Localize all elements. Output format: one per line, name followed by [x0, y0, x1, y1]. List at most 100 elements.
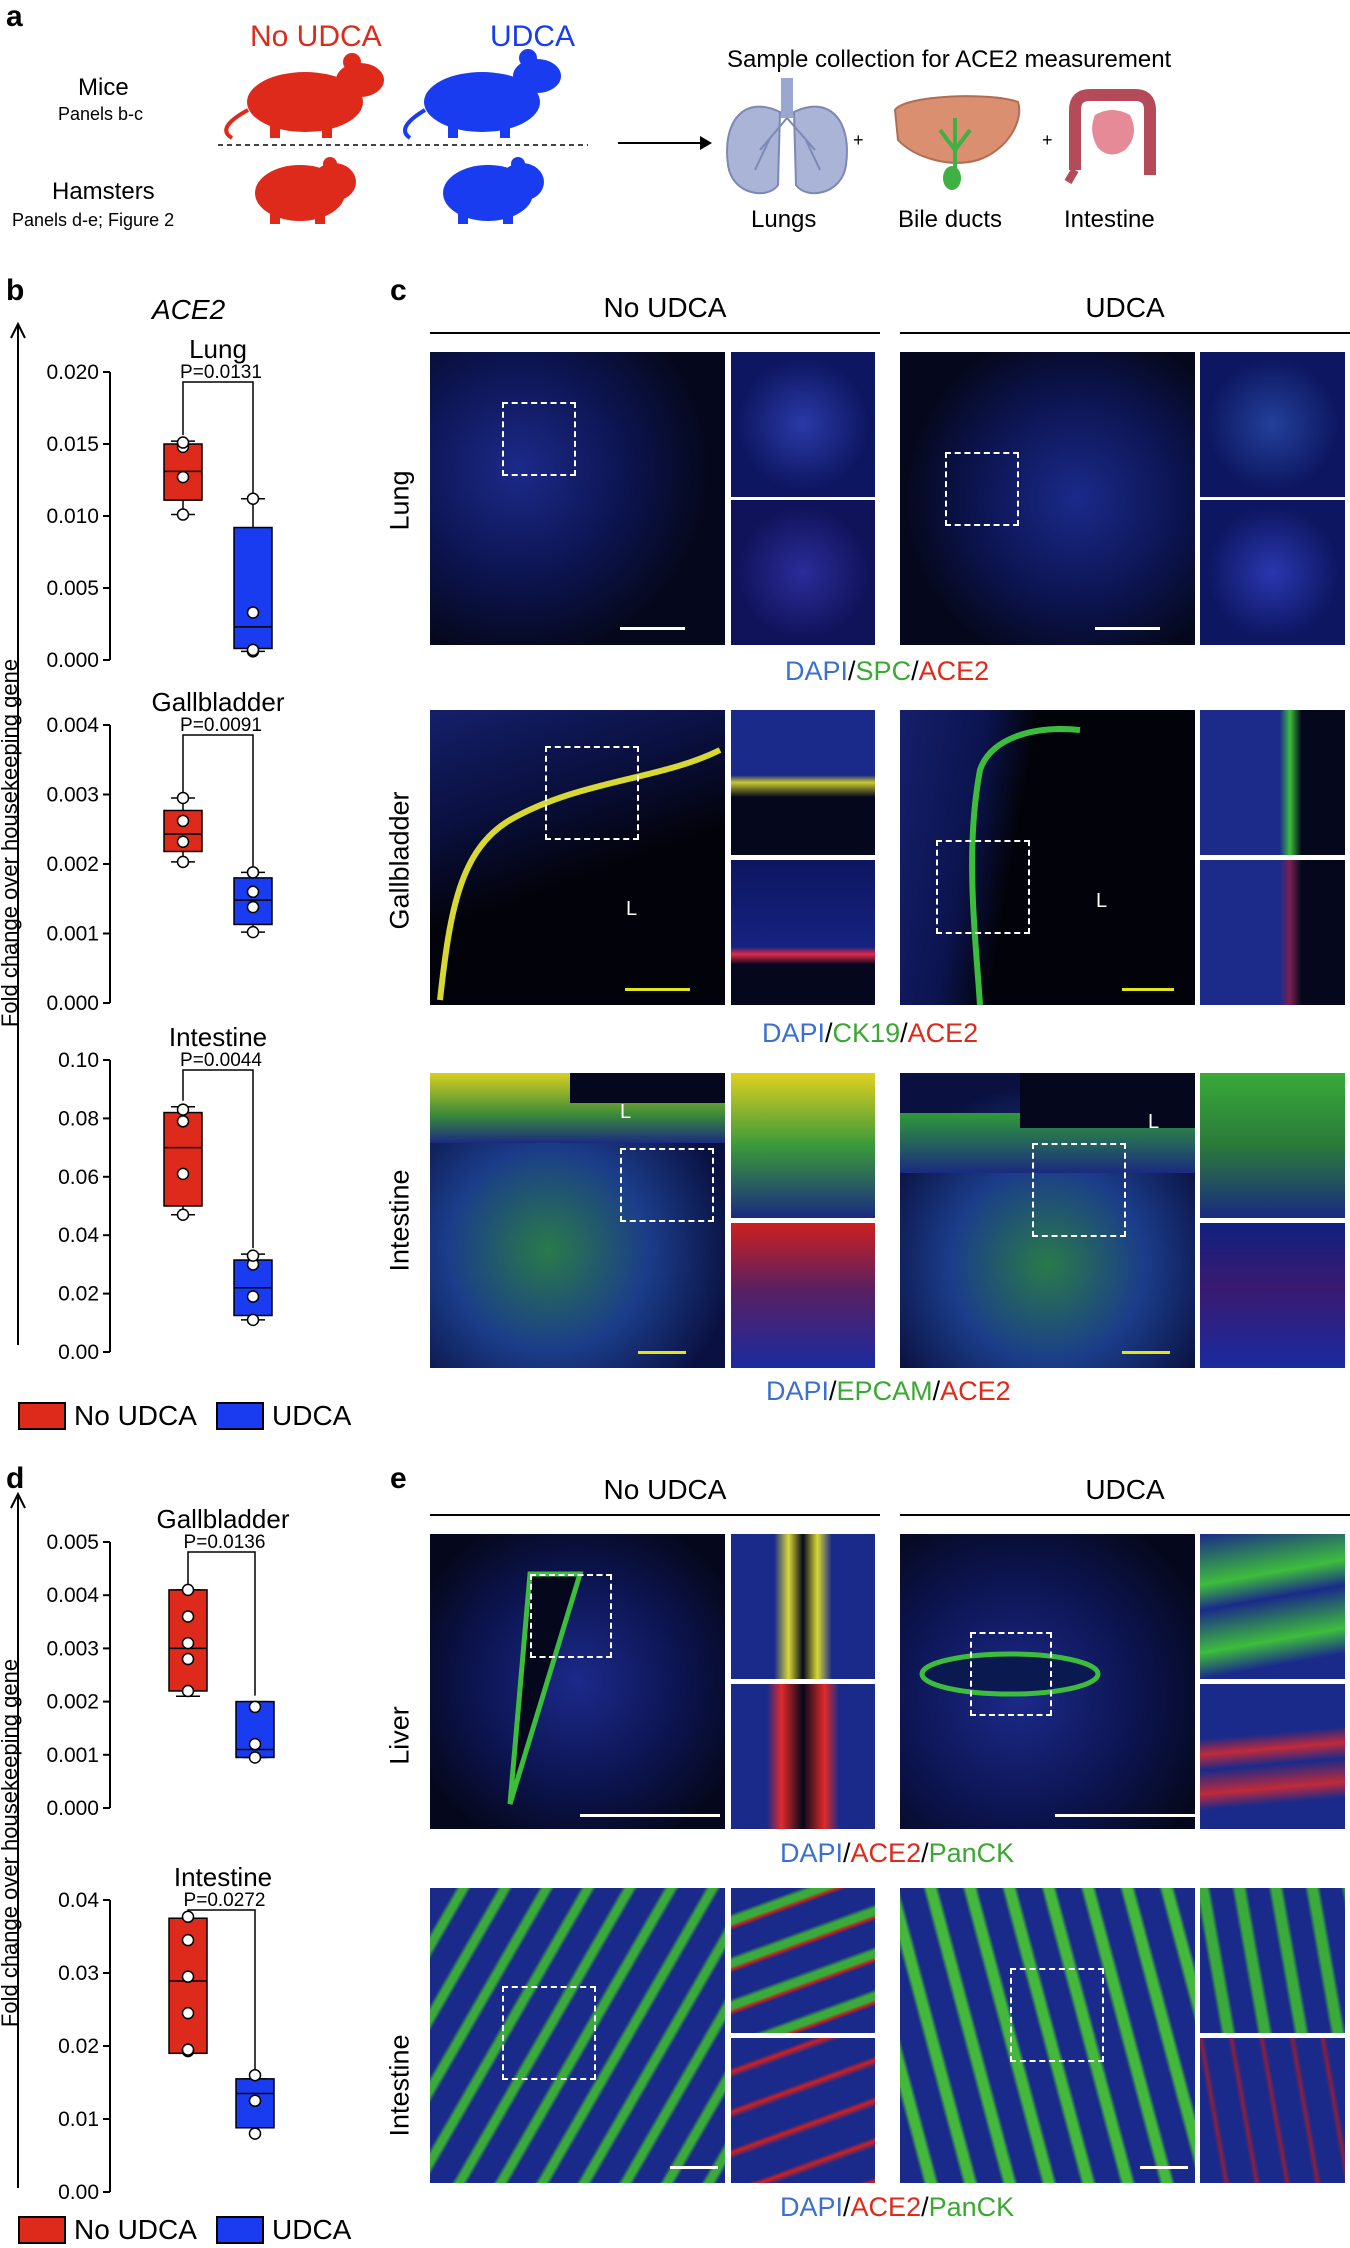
y-tick-label: 0.002 — [46, 853, 99, 876]
micro-intestine-e-udca-zoom-top — [1200, 1888, 1345, 2033]
header-udca-c: UDCA — [1085, 292, 1165, 323]
micro-lung-udca-zoom-top — [1200, 352, 1345, 497]
stain-part: DAPI — [780, 2192, 844, 2222]
zoom-box — [545, 746, 639, 840]
stain-part: PanCK — [928, 2192, 1015, 2222]
p-value-bracket — [187, 1551, 256, 1696]
zoom-box — [970, 1632, 1052, 1716]
p-value-label: P=0.0044 — [180, 1050, 262, 1071]
legend-udca-d: UDCA — [216, 2214, 351, 2246]
micro-liver-no-udca-zoom-top — [731, 1534, 875, 1679]
micro-intestine-e-no-udca-zoom-top — [731, 1888, 875, 2033]
y-tick-label: 0.02 — [58, 2035, 99, 2058]
scale-bar — [1122, 988, 1174, 991]
data-point — [246, 925, 260, 939]
header-line-no-udca-e — [430, 1514, 880, 1516]
data-point — [181, 1910, 195, 1924]
legend-no-udca-b: No UDCA — [18, 1400, 197, 1432]
data-point — [176, 1208, 190, 1222]
stain-legend-gallbladder: DAPI/CK19/ACE2 — [762, 1018, 978, 1049]
micro-gallbladder-no-udca-zoom-bottom — [731, 860, 875, 1005]
row-label-lung: Lung — [384, 470, 415, 531]
data-point — [181, 2043, 195, 2056]
data-point — [176, 814, 190, 828]
data-point — [246, 885, 260, 899]
epithelium-line — [437, 747, 722, 1001]
data-point — [248, 2127, 262, 2140]
panel-label-b: b — [6, 274, 25, 307]
stain-part: ACE2 — [850, 2192, 922, 2222]
data-point — [181, 1933, 195, 1947]
y-tick-label: 0.015 — [46, 433, 99, 456]
stain-part: / — [848, 656, 856, 686]
organ-label-lungs: Lungs — [751, 206, 817, 233]
y-tick-label: 0.000 — [46, 649, 99, 672]
right-arrow-icon — [618, 136, 712, 150]
stain-part: / — [911, 656, 919, 686]
zoom-box — [620, 1148, 714, 1222]
y-tick-label: 0.04 — [58, 1889, 99, 1912]
lumen-space — [570, 1073, 725, 1103]
hamsters-label: Hamsters — [52, 178, 155, 205]
data-point — [248, 2068, 262, 2082]
micro-liver-udca-zoom-top — [1200, 1534, 1345, 1679]
header-line-udca-c — [900, 332, 1350, 334]
data-point — [181, 1610, 195, 1623]
y-tick-label: 0.004 — [46, 714, 99, 737]
stain-part: EPCAM — [836, 1376, 933, 1406]
box-no-udca — [163, 1111, 203, 1207]
stain-part: DAPI — [762, 1018, 826, 1048]
row-label-intestine-e: Intestine — [384, 2034, 415, 2137]
chart-title: Gallbladder — [157, 1504, 290, 1534]
y-tick-label: 0.08 — [58, 1107, 99, 1130]
data-point — [181, 2006, 195, 2020]
scale-bar — [620, 627, 685, 630]
stain-part: ACE2 — [850, 1838, 922, 1868]
chart-title: Lung — [189, 334, 247, 364]
zoom-box — [502, 1986, 596, 2080]
p-value-bracket — [182, 1069, 254, 1249]
p-value-label: P=0.0131 — [180, 362, 262, 383]
stain-legend-liver: DAPI/ACE2/PanCK — [780, 1838, 1014, 1869]
data-point — [181, 1970, 195, 1983]
hamsters-sub-label: Panels d-e; Figure 2 — [12, 210, 175, 230]
scale-bar — [1055, 1814, 1195, 1817]
data-point — [181, 1583, 195, 1597]
y-tick-label: 0.003 — [46, 784, 99, 807]
y-tick-label: 0.04 — [58, 1224, 99, 1247]
micro-gallbladder-udca-zoom-bottom — [1200, 860, 1345, 1005]
legend-swatch-udca — [216, 1402, 264, 1430]
micro-intestine-no-udca-zoom-top — [731, 1073, 875, 1218]
data-point — [176, 1167, 190, 1181]
zoom-box — [530, 1574, 612, 1658]
stain-part: ACE2 — [907, 1018, 979, 1048]
data-point — [181, 1636, 195, 1650]
box-udca — [233, 526, 273, 650]
chart-intestine-hamsters: Intestine 0.00 0.01 0.02 0.03 0.04 P=0.0272 — [58, 1862, 275, 2202]
scale-bar — [1122, 1351, 1170, 1354]
micro-intestine-no-udca: L — [430, 1073, 725, 1368]
y-tick-label: 0.000 — [46, 1797, 99, 1820]
y-tick-label: 0.002 — [46, 1691, 99, 1714]
micro-gallbladder-udca: L — [900, 710, 1195, 1005]
chart-gallbladder-mice: Gallbladder 0.000 0.001 0.002 0.003 0.004 P=0.… — [46, 687, 284, 1010]
lumen-label: L — [620, 1101, 632, 1123]
lumen-space — [1020, 1073, 1195, 1128]
data-point — [248, 1700, 262, 1714]
lumen-label: L — [1148, 1111, 1160, 1133]
stain-part: / — [921, 1838, 929, 1868]
chart-title: Intestine — [169, 1022, 267, 1052]
stain-part: / — [825, 1018, 833, 1048]
stain-legend-intestine-c: DAPI/EPCAM/ACE2 — [766, 1376, 1011, 1407]
y-tick-label: 0.02 — [58, 1283, 99, 1306]
legend-label-udca: UDCA — [272, 2214, 352, 2245]
hamster-blue-icon — [443, 157, 544, 224]
data-point — [248, 1737, 262, 1751]
micro-intestine-udca: L — [900, 1073, 1195, 1368]
y-tick-label: 0.001 — [46, 1744, 99, 1767]
scale-bar — [670, 2166, 718, 2169]
micro-lung-udca — [900, 352, 1195, 645]
header-line-udca-e — [900, 1514, 1350, 1516]
panel-label-c: c — [390, 274, 407, 307]
data-point — [176, 1115, 190, 1128]
